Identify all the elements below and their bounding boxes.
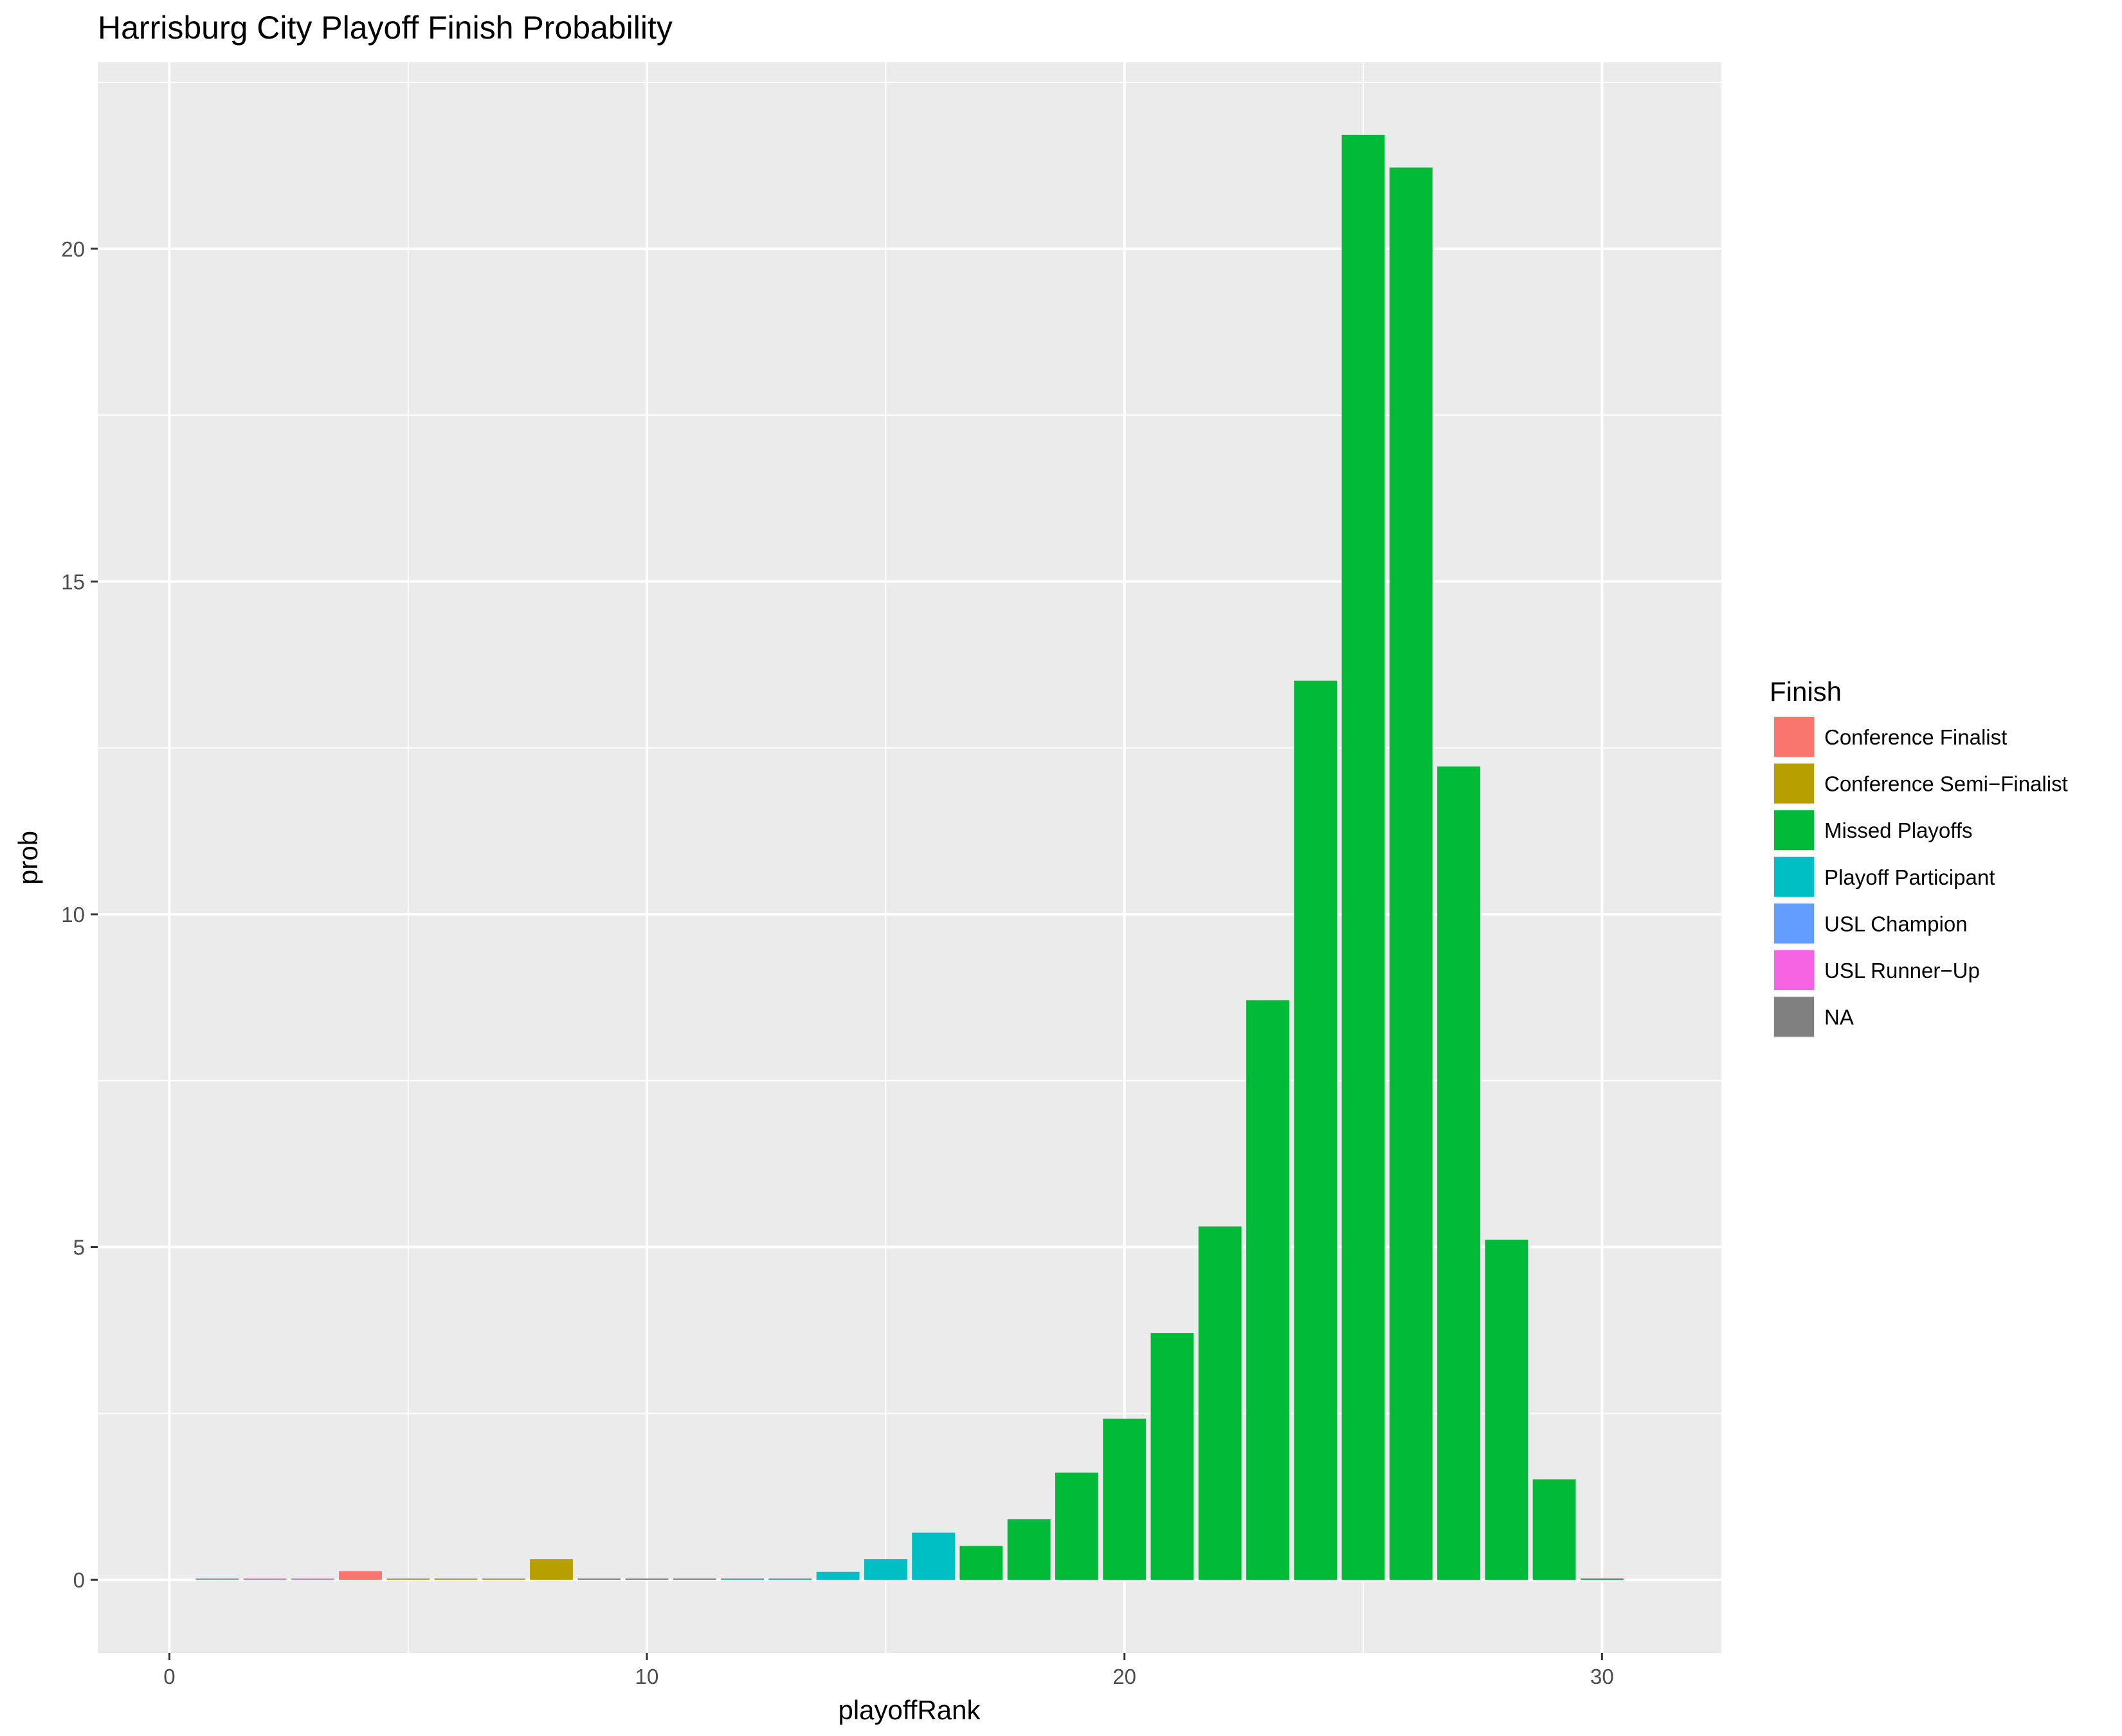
- chart-title: Harrisburg City Playoff Finish Probabili…: [98, 10, 673, 46]
- bar-rank-4: [339, 1571, 382, 1580]
- bar-rank-30: [1580, 1578, 1624, 1580]
- bar-rank-16: [912, 1532, 956, 1580]
- y-tick-label: 0: [73, 1568, 85, 1592]
- legend-swatch: [1774, 997, 1814, 1037]
- x-tick-label: 0: [163, 1665, 175, 1688]
- bar-rank-23: [1246, 1000, 1289, 1580]
- legend-swatch: [1774, 763, 1814, 804]
- legend-entries: Conference Finalist Conference Semi−Final…: [1773, 716, 2068, 1038]
- bar-rank-14: [816, 1571, 860, 1580]
- y-tick-label: 15: [61, 570, 85, 593]
- x-axis-title: playoffRank: [838, 1695, 981, 1725]
- y-axis-title: prob: [13, 831, 43, 885]
- x-tick-label: 30: [1590, 1665, 1614, 1688]
- bar-rank-28: [1485, 1240, 1528, 1580]
- legend-swatch: [1774, 950, 1814, 990]
- legend-label: USL Champion: [1824, 912, 1968, 936]
- bar-rank-19: [1055, 1472, 1098, 1580]
- legend-swatch: [1774, 810, 1814, 851]
- x-tick-labels: 0 10 20 30: [163, 1665, 1613, 1688]
- bar-rank-3: [291, 1578, 334, 1580]
- legend-label: NA: [1824, 1006, 1854, 1029]
- bar-rank-17: [959, 1546, 1003, 1580]
- bar-rank-11: [673, 1578, 716, 1580]
- legend-label: USL Runner−Up: [1824, 959, 1980, 982]
- bar-rank-1: [195, 1578, 239, 1580]
- bar-rank-20: [1103, 1418, 1147, 1580]
- legend-swatch: [1774, 717, 1814, 757]
- legend-label: Conference Finalist: [1824, 725, 2007, 749]
- bar-rank-22: [1198, 1226, 1242, 1580]
- x-tick-label: 10: [635, 1665, 659, 1688]
- bar-rank-9: [577, 1578, 621, 1580]
- legend-swatch: [1774, 856, 1814, 897]
- bar-rank-6: [434, 1578, 478, 1580]
- bar-rank-10: [625, 1578, 669, 1580]
- bar-rank-26: [1389, 167, 1433, 1580]
- legend-label: Conference Semi−Finalist: [1824, 772, 2068, 796]
- bar-rank-27: [1437, 766, 1480, 1580]
- y-tick-label: 10: [61, 903, 85, 927]
- y-tick-label: 20: [61, 237, 85, 261]
- bar-rank-2: [243, 1578, 287, 1580]
- legend-label: Playoff Participant: [1824, 865, 1995, 889]
- bar-rank-5: [386, 1578, 430, 1580]
- bar-rank-24: [1294, 680, 1338, 1580]
- bar-rank-7: [482, 1578, 525, 1580]
- legend-label: Missed Playoffs: [1824, 818, 1972, 842]
- bar-rank-13: [768, 1578, 812, 1580]
- grid-major-lines: [98, 62, 1721, 1653]
- bar-rank-25: [1341, 134, 1385, 1580]
- bars-group: [195, 134, 1624, 1580]
- x-tick-label: 20: [1112, 1665, 1136, 1688]
- bar-rank-15: [864, 1559, 907, 1580]
- legend-swatch: [1774, 903, 1814, 944]
- y-tick-label: 5: [73, 1236, 85, 1260]
- axis-ticks: [91, 248, 1603, 1660]
- bar-rank-29: [1532, 1479, 1576, 1580]
- bar-rank-8: [530, 1559, 573, 1580]
- legend: Finish Conference Finalist Conference Sem…: [1770, 676, 2068, 1038]
- bar-rank-18: [1007, 1519, 1051, 1580]
- bar-rank-12: [721, 1578, 764, 1580]
- legend-title: Finish: [1770, 676, 1842, 707]
- y-tick-labels: 0 5 10 15 20: [61, 237, 85, 1592]
- bar-rank-21: [1150, 1333, 1194, 1580]
